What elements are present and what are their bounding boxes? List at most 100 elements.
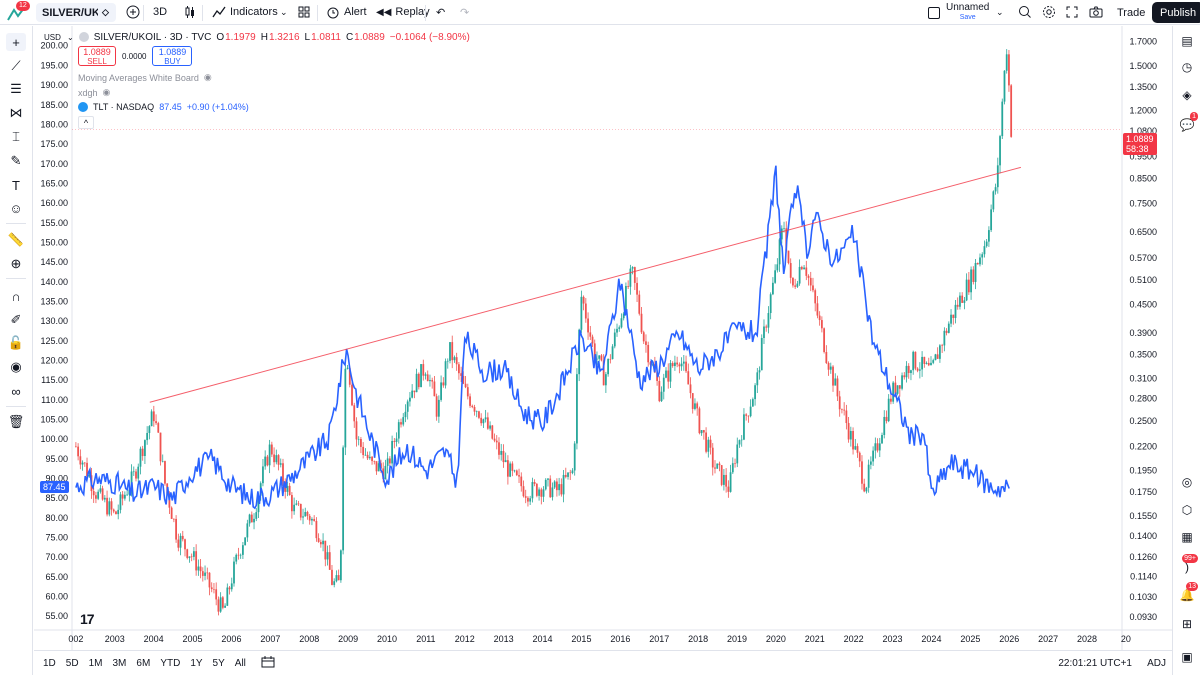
timezone-button[interactable]: 22:01:21 UTC+1 xyxy=(1058,658,1132,669)
indicators-dropdown[interactable]: ⌄ xyxy=(274,1,294,23)
candle-body xyxy=(177,539,180,548)
publish-button[interactable]: Publish xyxy=(1152,2,1200,23)
measure-tool[interactable]: 📏 xyxy=(6,231,26,249)
candle-body xyxy=(282,463,284,482)
candle-body xyxy=(602,360,605,386)
eye-icon[interactable]: ◉ xyxy=(102,87,111,97)
calendar-button[interactable]: ▦ xyxy=(1178,528,1196,546)
right-axis-tick: 0.1400 xyxy=(1129,531,1157,541)
alert-button[interactable]: Alert xyxy=(320,1,373,23)
trendline-tool[interactable]: ⟋ xyxy=(6,57,26,75)
interval-button[interactable]: 3D xyxy=(147,1,173,23)
fullscreen-button[interactable] xyxy=(1060,1,1084,23)
help-button[interactable]: ▣ xyxy=(1178,648,1196,666)
collapse-legend-button[interactable]: ^ xyxy=(78,116,94,129)
magnet-tool[interactable]: ∩ xyxy=(6,287,26,305)
range-button-all[interactable]: All xyxy=(234,657,246,669)
candle-body xyxy=(694,403,696,409)
eye-icon[interactable]: ◉ xyxy=(203,72,212,82)
object-tree-button[interactable]: ◈ xyxy=(1178,86,1196,104)
news-button[interactable]: ) 99+ xyxy=(1178,554,1198,576)
ideas-button[interactable]: ⬡ xyxy=(1178,501,1196,519)
compare-price-tag: 87.45 xyxy=(40,481,69,493)
candle-body xyxy=(362,446,365,456)
compare-symbol: TLT · NASDAQ xyxy=(93,102,155,112)
candle-body xyxy=(792,277,794,286)
grid-icon xyxy=(298,6,310,18)
candle-body xyxy=(429,380,431,382)
candle-body xyxy=(765,326,768,328)
range-button-3m[interactable]: 3M xyxy=(112,657,127,669)
layout-status: Save xyxy=(959,13,976,21)
indicators-button[interactable]: Indicators xyxy=(206,1,284,23)
adjust-button[interactable]: ADJ xyxy=(1147,658,1166,669)
undo-button[interactable]: ↶ xyxy=(430,1,451,23)
lock-all-tool[interactable]: 🔓 xyxy=(6,334,26,352)
range-button-1y[interactable]: 1Y xyxy=(190,657,203,669)
range-button-1m[interactable]: 1M xyxy=(88,657,103,669)
candle-body xyxy=(994,187,997,192)
candle-body xyxy=(618,327,621,329)
candle-body xyxy=(375,461,378,472)
study-xdgh[interactable]: xdgh ◉ xyxy=(78,87,110,98)
user-avatar[interactable]: 12 xyxy=(6,1,30,22)
add-symbol-button[interactable] xyxy=(120,1,146,23)
candle-body xyxy=(159,432,162,462)
left-axis-tick: 155.00 xyxy=(40,218,68,228)
pattern-tool[interactable]: ⋈ xyxy=(6,104,26,122)
brush-tool[interactable]: ✎ xyxy=(6,152,26,170)
goto-date-button[interactable] xyxy=(261,655,275,671)
chat-button[interactable]: 💬 1 xyxy=(1178,112,1198,134)
chart-type-button[interactable] xyxy=(178,1,202,23)
layouts-button[interactable] xyxy=(292,1,316,23)
apps-button[interactable]: ⊞ xyxy=(1178,615,1196,633)
candle-body xyxy=(947,323,950,333)
quick-search-button[interactable] xyxy=(1012,1,1038,23)
range-button-5y[interactable]: 5Y xyxy=(212,657,225,669)
candle-body xyxy=(469,396,471,406)
notifications-button[interactable]: 🔔 13 xyxy=(1178,582,1198,604)
buy-button[interactable]: 1.0889 BUY xyxy=(152,46,193,66)
range-button-1d[interactable]: 1D xyxy=(43,657,56,669)
watchlist-button[interactable]: ▤ xyxy=(1178,32,1196,50)
remove-drawings-tool[interactable]: 🗑 xyxy=(6,413,26,431)
projection-tool[interactable]: ⌶ xyxy=(6,128,26,146)
fib-tool[interactable]: ☰ xyxy=(6,80,26,98)
snapshot-button[interactable] xyxy=(1083,1,1109,23)
price-chart[interactable]: 1.7000 1.5000 1.3500 1.2000 1.0800 0.9500 0.85… xyxy=(34,26,1172,650)
candle-body xyxy=(894,382,897,394)
trade-button[interactable]: Trade xyxy=(1110,3,1152,22)
text-tool[interactable]: T xyxy=(6,176,26,194)
compare-legend[interactable]: TLT · NASDAQ 87.45 +0.90 (+1.04%) xyxy=(78,102,249,112)
sell-button[interactable]: 1.0889 SELL xyxy=(78,46,116,66)
candle-body xyxy=(489,425,491,429)
time-axis-tick: 2005 xyxy=(183,634,203,644)
redo-button[interactable]: ↷ xyxy=(454,1,475,23)
alerts-button[interactable]: ◷ xyxy=(1178,58,1196,76)
sync-drawings-tool[interactable]: ∞ xyxy=(6,382,26,400)
candle-body xyxy=(642,332,645,342)
watchlist-icon: ▤ xyxy=(1181,34,1193,48)
candle-body xyxy=(531,482,534,499)
technicals-button[interactable]: ◎ xyxy=(1178,473,1196,491)
replay-button[interactable]: ◀◀ Replay xyxy=(370,1,436,23)
zoom-tool[interactable]: ⊕ xyxy=(6,255,26,273)
candle-body xyxy=(1008,54,1010,86)
study-moving-averages[interactable]: Moving Averages White Board ◉ xyxy=(78,72,212,83)
range-button-6m[interactable]: 6M xyxy=(136,657,151,669)
hide-drawings-tool[interactable]: ◉ xyxy=(6,358,26,376)
crosshair-tool[interactable]: + xyxy=(6,33,26,51)
settings-button[interactable] xyxy=(1036,1,1062,23)
range-button-5d[interactable]: 5D xyxy=(65,657,79,669)
layout-save-button[interactable]: Unnamed Save xyxy=(928,2,1008,23)
layout-menu-button[interactable]: ⌄ xyxy=(990,1,1010,23)
legend-title[interactable]: SILVER/UKOIL · 3D · TVC xyxy=(93,31,212,43)
candle-body xyxy=(308,515,311,521)
range-button-ytd[interactable]: YTD xyxy=(160,657,181,669)
candle-body xyxy=(426,374,429,382)
lock-drawing-tool[interactable]: ✐ xyxy=(6,311,26,329)
candle-body xyxy=(930,362,932,366)
currency-label[interactable]: USD xyxy=(44,32,61,42)
emoji-tool[interactable]: ☺ xyxy=(6,199,26,217)
symbol-search-button[interactable]: SILVER/UKOIL ◇ xyxy=(36,3,116,22)
